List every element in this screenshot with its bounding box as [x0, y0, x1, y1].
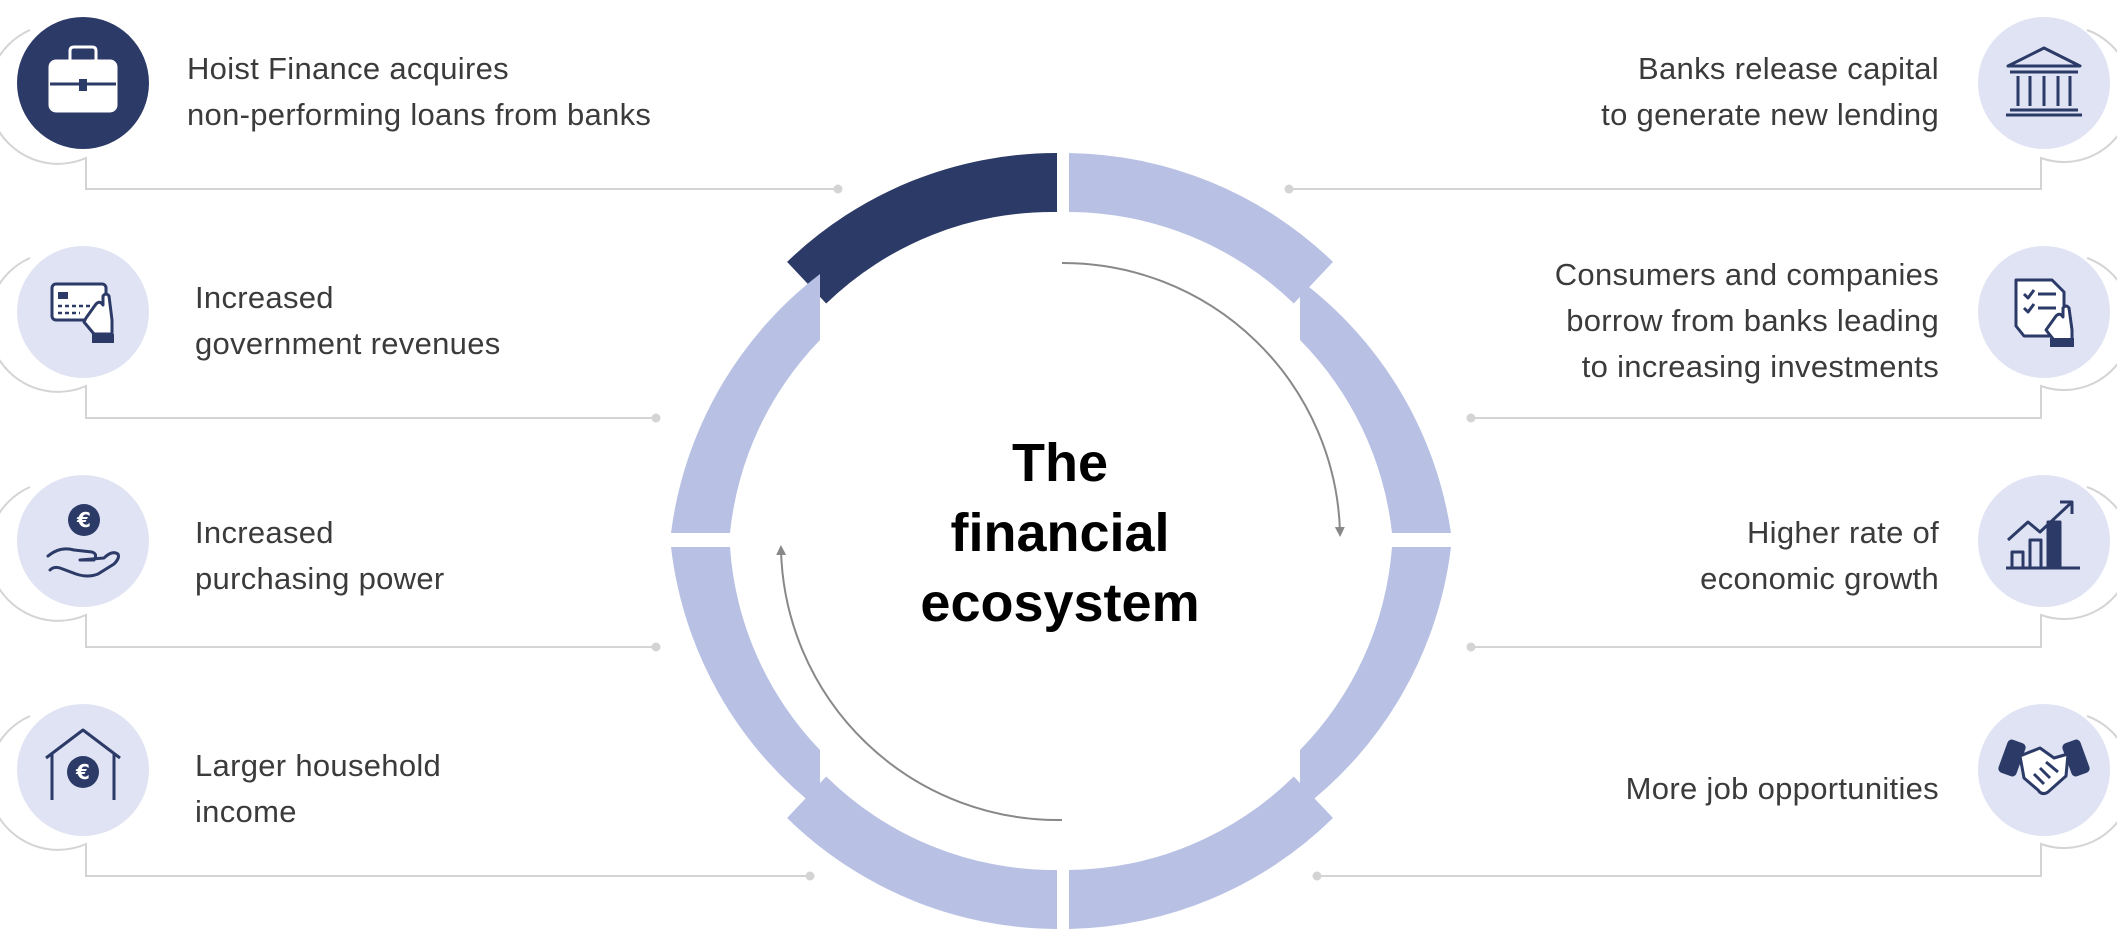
connector-left-1	[0, 29, 838, 190]
ring-segment-right-upper	[1300, 280, 1451, 533]
ring-segment-bottom-right	[1069, 776, 1333, 929]
ring-segment-left-upper	[671, 274, 820, 533]
connector-right-1	[1289, 29, 2117, 190]
label-line: government revenues	[195, 326, 501, 361]
ring-segment-top-right	[1069, 153, 1333, 304]
label-line: Increased	[195, 280, 334, 315]
label-right-4: More job opportunities	[1626, 766, 1939, 812]
label-line: non-performing loans from banks	[187, 97, 652, 132]
svg-text:€: €	[75, 760, 90, 784]
briefcase-icon	[48, 45, 118, 113]
label-line: to generate new lending	[1601, 97, 1939, 132]
label-line: Increased	[195, 515, 334, 550]
center-title: The financial ecosystem	[830, 428, 1290, 638]
label-line: Larger household	[195, 748, 442, 783]
connector-left-2	[0, 257, 656, 419]
flow-arrow-right	[1061, 261, 1345, 537]
handshake-icon	[1998, 739, 2090, 796]
flow-arrow-left	[776, 545, 1063, 822]
ring-segment-left-lower	[671, 547, 820, 810]
label-line: to increasing investments	[1581, 349, 1939, 384]
label-left-4: Larger household income	[195, 743, 441, 835]
label-line: Higher rate of	[1746, 515, 1939, 550]
label-line: income	[195, 794, 297, 829]
label-line: Consumers and companies	[1554, 257, 1939, 292]
icon-badge-4: €	[17, 704, 149, 836]
growth-chart-icon	[2006, 500, 2080, 570]
label-left-3: Increased purchasing power	[195, 510, 445, 602]
center-title-line: The	[1011, 433, 1108, 493]
label-right-3: Higher rate of economic growth	[1700, 510, 1939, 602]
ring	[671, 152, 1451, 929]
connector-dot	[1284, 184, 1294, 194]
icon-badge-5	[1978, 17, 2110, 149]
bank-icon	[2006, 46, 2082, 117]
label-line: Hoist Finance acquires	[187, 51, 509, 86]
ring-segment-top-left-active	[787, 152, 1057, 304]
connector-right-4	[1317, 715, 2117, 877]
icon-badge-3: €	[17, 475, 149, 607]
connector-dots-left	[651, 184, 843, 881]
icon-badge-8	[1978, 704, 2110, 836]
icon-badge-7	[1978, 475, 2110, 607]
ring-segment-right-lower	[1300, 547, 1451, 810]
label-left-2: Increased government revenues	[195, 275, 501, 367]
icon-badge-6	[1978, 246, 2110, 378]
connector-right-2	[1471, 257, 2117, 419]
center-title-line: financial	[950, 503, 1170, 563]
card-payment-icon	[50, 282, 114, 343]
label-line: More job opportunities	[1625, 771, 1939, 806]
connector-dot	[833, 184, 843, 194]
connector-dots-right	[1284, 184, 1476, 881]
label-line: economic growth	[1700, 561, 1939, 596]
connector-right-3	[1471, 486, 2117, 648]
connector-dot	[1312, 871, 1322, 881]
connector-dot	[1466, 642, 1476, 652]
document-hand-icon	[2014, 278, 2074, 347]
connector-dot	[651, 642, 661, 652]
label-line: purchasing power	[195, 561, 445, 596]
svg-text:€: €	[76, 508, 91, 532]
ring-segment-bottom-left	[787, 776, 1057, 929]
label-right-1: Banks release capital to generate new le…	[1601, 46, 1939, 138]
connector-dot	[1466, 413, 1476, 423]
label-line: Banks release capital	[1638, 51, 1939, 86]
icon-badge-2	[17, 246, 149, 378]
connectors-right	[1289, 29, 2117, 877]
connector-left-4	[0, 715, 810, 877]
connector-dot	[651, 413, 661, 423]
connector-dot	[805, 871, 815, 881]
center-title-line: ecosystem	[920, 573, 1200, 633]
label-right-2: Consumers and companies borrow from bank…	[1555, 252, 1939, 390]
connector-left-3	[0, 486, 656, 648]
icon-badge-1	[17, 17, 149, 149]
label-left-1: Hoist Finance acquires non-performing lo…	[187, 46, 651, 138]
euro-hand-icon: €	[46, 504, 120, 578]
connectors-left	[0, 29, 838, 877]
label-line: borrow from banks leading	[1566, 303, 1939, 338]
euro-house-icon: €	[45, 728, 121, 800]
